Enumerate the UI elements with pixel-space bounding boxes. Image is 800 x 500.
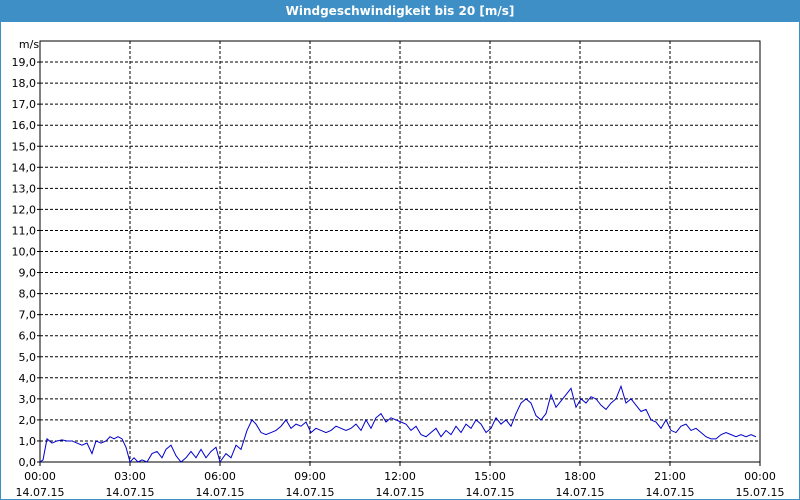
y-tick-label: 2,0 xyxy=(19,414,37,427)
y-tick-label: 18,0 xyxy=(12,77,37,90)
wind-line xyxy=(39,384,757,464)
x-tick-date: 15.07.15 xyxy=(736,486,785,499)
x-tick-label: 03:00 xyxy=(114,470,146,483)
x-tick-date: 14.07.15 xyxy=(16,486,65,499)
x-tick-date: 14.07.15 xyxy=(646,486,695,499)
title-bar: Windgeschwindigkeit bis 20 [m/s] xyxy=(1,1,799,22)
y-tick-label: 6,0 xyxy=(19,330,37,343)
chart: m/s 0,0 1,0 2,0 3,0 4,0 5,0 6,0 7,0 8,0 9,0 10,0 11… xyxy=(12,38,785,499)
y-tick-label: 17,0 xyxy=(12,98,37,111)
x-tick-date: 14.07.15 xyxy=(106,486,155,499)
y-tick-label: 1,0 xyxy=(19,435,37,448)
y-tick-label: 8,0 xyxy=(19,288,37,301)
y-tick-label: 12,0 xyxy=(12,203,37,216)
plot-frame xyxy=(39,40,761,463)
y-tick-label: 5,0 xyxy=(19,351,37,364)
x-tick-label: 00:00 xyxy=(24,470,56,483)
y-tick-label: 13,0 xyxy=(12,182,37,195)
y-tick-label: 14,0 xyxy=(12,161,37,174)
x-tick-label: 00:00 xyxy=(744,470,776,483)
y-tick-label: 7,0 xyxy=(19,309,37,322)
y-tick-label: 19,0 xyxy=(12,56,37,69)
y-tick-label: 3,0 xyxy=(19,393,37,406)
x-tick-label: 18:00 xyxy=(564,470,596,483)
y-tick-label: 4,0 xyxy=(19,372,37,385)
x-tick-label: 21:00 xyxy=(654,470,686,483)
y-tick-label: 11,0 xyxy=(12,224,37,237)
y-tick-label: 15,0 xyxy=(12,140,37,153)
x-tick-date: 14.07.15 xyxy=(556,486,605,499)
y-axis-label: m/s xyxy=(19,38,39,51)
y-tick-label: 16,0 xyxy=(12,119,37,132)
y-tick-label: 9,0 xyxy=(19,267,37,280)
x-tick-label: 09:00 xyxy=(294,470,326,483)
x-tick-label: 06:00 xyxy=(204,470,236,483)
x-tick-date: 14.07.15 xyxy=(466,486,515,499)
x-tick-label: 15:00 xyxy=(474,470,506,483)
x-tick-date: 14.07.15 xyxy=(376,486,425,499)
x-tick-date: 14.07.15 xyxy=(196,486,245,499)
x-tick-label: 12:00 xyxy=(384,470,416,483)
y-tick-label: 0,0 xyxy=(19,456,37,469)
x-tick-date: 14.07.15 xyxy=(286,486,335,499)
y-tick-label: 10,0 xyxy=(12,246,37,259)
